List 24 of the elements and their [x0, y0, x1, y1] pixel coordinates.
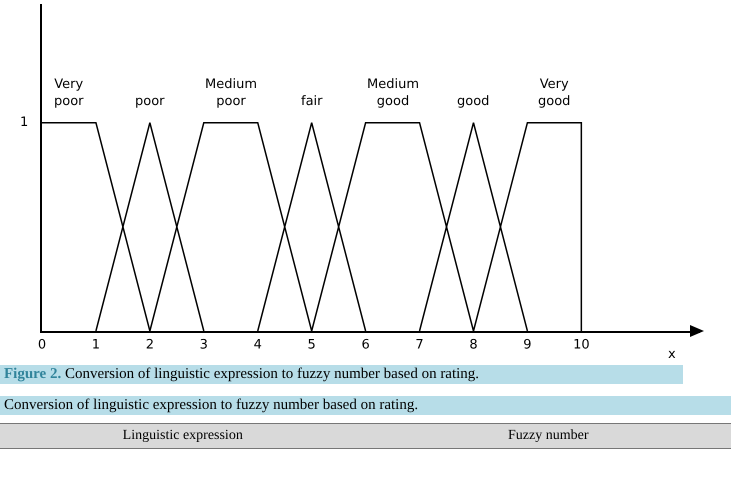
x-tick-label: 1 — [92, 338, 100, 353]
text: Linguistic expression — [122, 427, 244, 445]
text: 1 — [20, 115, 28, 130]
series-label: Medium good — [367, 77, 419, 109]
caption: Figure 2. Conversion of linguistic expression to fuzzy number based on rating. — [0, 365, 683, 384]
x-tick-label: 2 — [146, 338, 154, 353]
x-tick-label: 10 — [573, 338, 590, 353]
x-tick-label: 5 — [308, 338, 316, 353]
x-axis-title: x — [668, 347, 676, 362]
x-tick-label: 7 — [415, 338, 424, 353]
series-label: poor — [135, 94, 166, 109]
x-tick-label: 9 — [523, 338, 532, 353]
x-tick-label: 8 — [469, 338, 478, 353]
series-label: good — [457, 94, 490, 109]
text: Fuzzy number — [507, 427, 590, 445]
series-label: fair — [301, 94, 324, 109]
x-tick-label: 6 — [361, 338, 370, 353]
x-tick-label: 0 — [38, 338, 46, 353]
x-tick-label: 4 — [254, 338, 262, 353]
x-tick-label: 3 — [200, 338, 208, 353]
series-label: Very good — [538, 77, 570, 109]
text: Conversion of linguistic expression to fuzzy number based on rating. — [0, 396, 731, 415]
series-label: Medium poor — [205, 77, 257, 109]
series-label: Very poor — [54, 77, 84, 109]
